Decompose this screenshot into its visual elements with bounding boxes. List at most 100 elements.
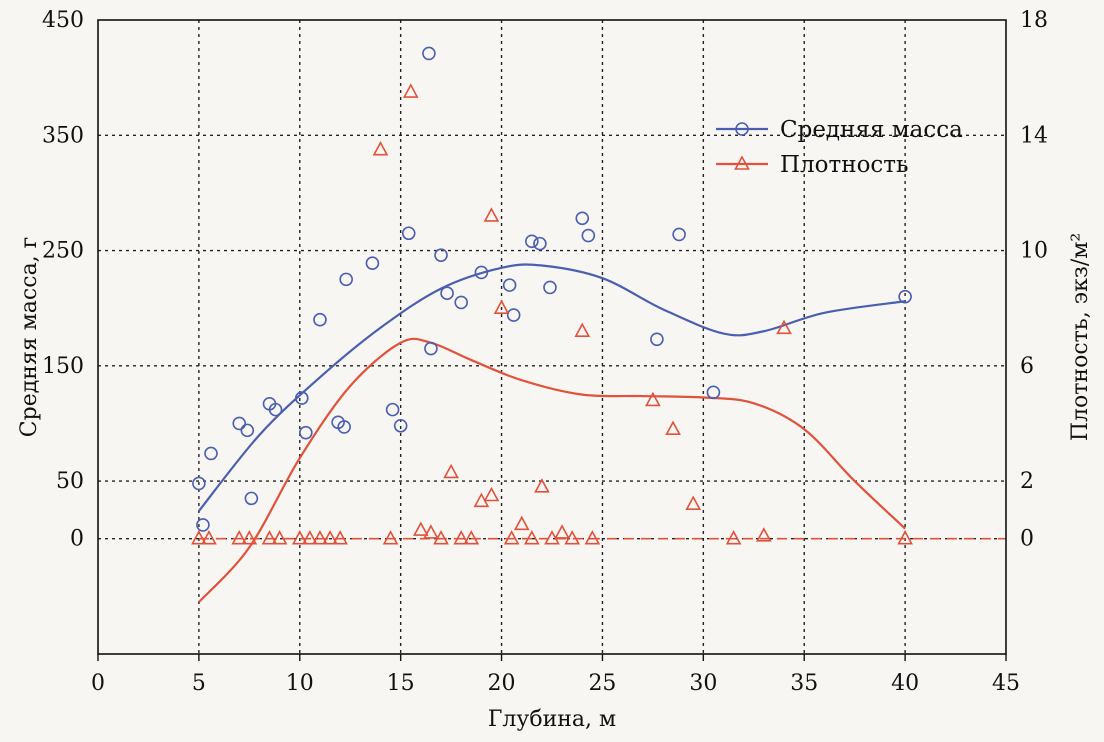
mass-data-point [543,280,557,295]
x-tick-label: 10 [286,671,314,696]
x-tick-label: 15 [387,671,415,696]
mass-data-point [706,385,721,400]
density-data-point [503,530,520,545]
mass-data-point [440,286,454,300]
density-data-point [725,530,742,545]
density-data-point [756,527,772,542]
density-data-point [665,420,681,436]
mass-data-point [672,227,686,242]
density-data-point [513,515,530,531]
mass-data-point [196,518,210,532]
grid-lines [98,20,1006,654]
x-tick-label: 35 [790,671,818,696]
y-right-tick-label: 14 [1020,123,1048,148]
y-left-tick-label: 450 [42,8,84,33]
x-tick-label: 5 [192,671,206,696]
legend: Средняя масса Плотность [716,117,963,178]
y-axis-left-label: Средняя масса, г [17,237,42,437]
mass-data-point [401,226,416,241]
density-data-point [554,524,570,539]
mass-data-point [240,423,255,438]
density-data-point [271,530,288,545]
mass-data-point [204,446,218,461]
mass-data-point [581,228,596,243]
trend-curves [198,263,1006,603]
mass-data-point [525,234,539,249]
mass-data-point [365,256,380,271]
y-right-tick-label: 0 [1020,527,1034,552]
density-data-point [584,530,601,545]
y-right-tick-label: 10 [1020,239,1048,264]
density-data-point [261,530,278,545]
density-data-point [402,83,419,98]
mass-data-point [575,211,590,226]
x-tick-label: 30 [689,671,717,696]
density-data-point [241,530,258,545]
density-data-point [322,530,338,545]
density-data-point [413,521,429,536]
mass-data-point [244,491,259,506]
density-data-point [231,530,248,545]
density-data-point [574,322,591,338]
mass-data-point [650,332,664,347]
density-data-point [493,299,510,314]
y-right-tick-label: 18 [1020,8,1048,33]
density-data-point [433,530,449,545]
mass-data-point [434,248,448,262]
mass-data-point [385,402,400,417]
density-data-point [291,530,308,545]
x-tick-label: 0 [91,671,105,696]
density-data-point [534,478,550,493]
y-left-tick-label: 50 [56,469,84,494]
y-axis-right-label: Плотность, экз/м² [1068,233,1093,441]
axes [97,19,1007,655]
y-left-tick-label: 350 [42,123,84,148]
mass-trend-curve [198,263,906,512]
data-points [191,46,913,545]
legend-density-label: Плотность [780,152,909,178]
density-data-point [564,530,581,545]
density-data-point [483,486,500,502]
mass-data-point [313,312,327,327]
density-data-point [423,524,439,539]
legend-density-marker [734,155,750,170]
x-tick-label: 20 [488,671,516,696]
density-data-point [372,141,389,156]
density-data-point [685,495,702,510]
density-data-point [201,530,217,545]
density-data-point [453,530,470,545]
density-data-point [312,530,328,545]
density-data-point [382,530,399,545]
mass-data-point [474,265,489,280]
mass-data-point [232,416,247,431]
density-data-point [443,463,459,479]
x-tick-label: 40 [891,671,919,696]
plot-frame [97,19,1007,655]
density-data-point [897,530,913,545]
legend-mass-marker [735,122,749,136]
mass-data-point [424,341,438,356]
mass-data-point [299,425,313,440]
mass-data-point [533,236,547,251]
mass-data-point [454,295,469,310]
mass-data-point [192,476,206,491]
mass-data-point [506,308,521,322]
density-data-point [523,530,540,545]
density-trend-curve [198,337,906,603]
mass-data-point [393,418,408,433]
x-axis-label: Глубина, м [488,707,616,732]
density-data-point [645,391,661,407]
y-left-tick-label: 150 [42,354,84,379]
density-data-point [463,530,480,545]
legend-mass-label: Средняя масса [780,117,963,143]
mass-data-point [268,402,283,417]
mass-data-point [339,272,353,287]
tick-labels: 0 5 10 15 20 25 30 35 40 450501502503504500261014… [42,8,1048,696]
density-data-point [776,319,792,335]
y-right-tick-label: 6 [1020,354,1034,379]
mass-data-point [422,46,436,61]
y-left-tick-label: 0 [70,527,84,552]
mass-data-point [502,278,517,292]
mass-data-point [294,391,309,405]
